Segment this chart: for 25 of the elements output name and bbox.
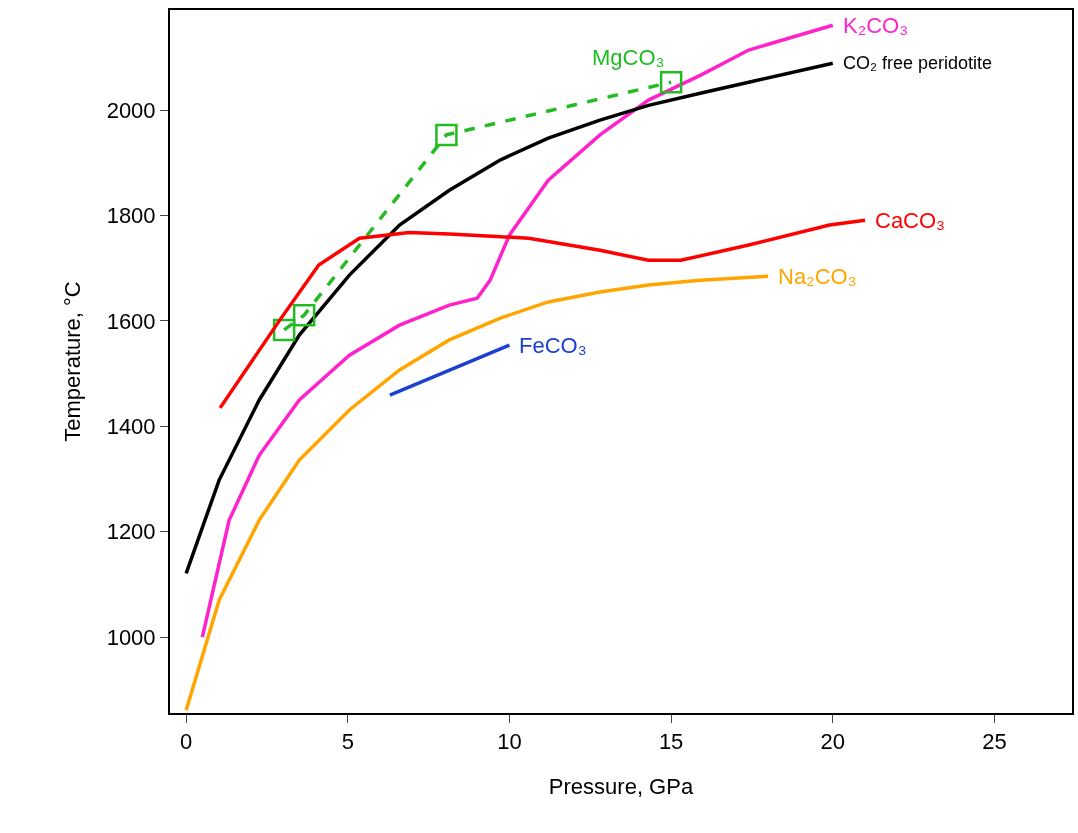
series-label: FeCO₃ xyxy=(519,333,587,358)
y-axis-title: Temperature, °C xyxy=(59,281,85,442)
x-tick-label: 15 xyxy=(658,729,684,755)
series-label: CO₂ free peridotite xyxy=(843,53,993,73)
point xyxy=(659,70,683,94)
series-label: CaCO₃ xyxy=(875,208,946,233)
y-tick-label: 1600 xyxy=(106,308,156,334)
point xyxy=(292,303,316,327)
x-axis-title: Pressure, GPa xyxy=(548,773,694,799)
series-label: K₂CO₃ xyxy=(843,13,909,38)
series-label: MgCO₃ xyxy=(592,45,665,70)
series-label: Na₂CO₃ xyxy=(778,264,857,289)
y-tick-label: 1200 xyxy=(106,519,156,545)
y-tick-label: 1400 xyxy=(106,414,156,440)
line-series xyxy=(184,274,770,713)
x-tick-label: 25 xyxy=(982,729,1007,755)
x-tick-label: 5 xyxy=(341,729,354,755)
y-tick-label: 1000 xyxy=(106,624,156,650)
y-tick-label: 1800 xyxy=(106,203,156,229)
point xyxy=(435,123,458,147)
y-tick-label: 2000 xyxy=(106,97,156,123)
line-series xyxy=(218,218,867,410)
x-tick-label: 20 xyxy=(820,729,845,755)
x-tick-label: 10 xyxy=(497,729,522,755)
x-tick-label: 0 xyxy=(180,729,193,755)
